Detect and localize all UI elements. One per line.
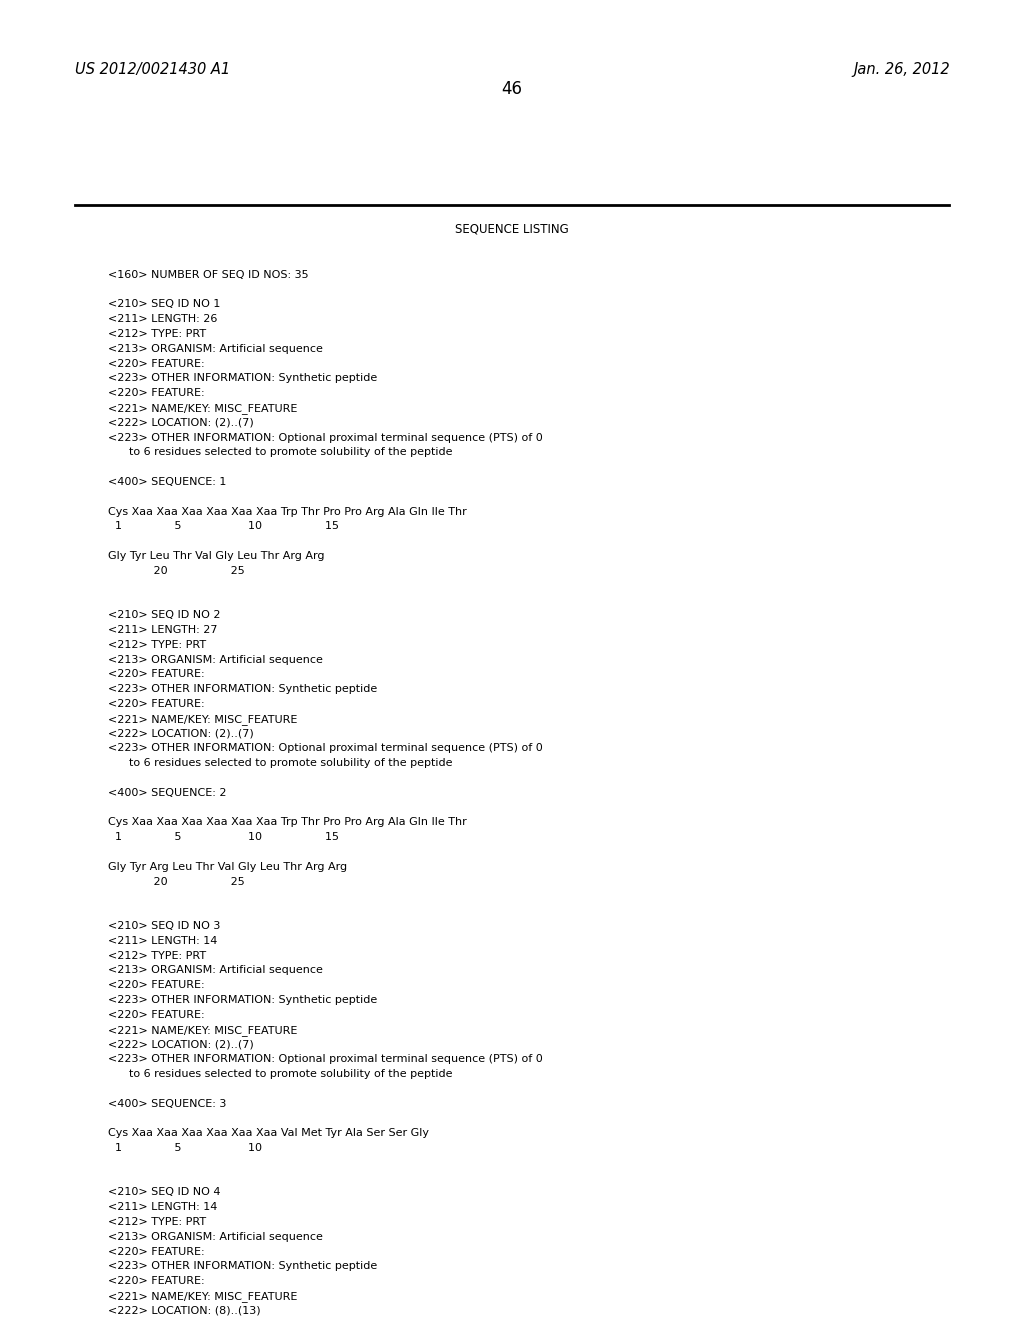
Text: <222> LOCATION: (2)..(7): <222> LOCATION: (2)..(7): [108, 418, 254, 428]
Text: Cys Xaa Xaa Xaa Xaa Xaa Xaa Val Met Tyr Ala Ser Ser Gly: Cys Xaa Xaa Xaa Xaa Xaa Xaa Val Met Tyr …: [108, 1129, 429, 1138]
Text: <211> LENGTH: 14: <211> LENGTH: 14: [108, 1203, 217, 1212]
Text: <220> FEATURE:: <220> FEATURE:: [108, 1010, 205, 1020]
Text: <223> OTHER INFORMATION: Synthetic peptide: <223> OTHER INFORMATION: Synthetic pepti…: [108, 1262, 377, 1271]
Text: <220> FEATURE:: <220> FEATURE:: [108, 359, 205, 368]
Text: 20                  25: 20 25: [108, 876, 245, 887]
Text: <211> LENGTH: 14: <211> LENGTH: 14: [108, 936, 217, 946]
Text: <223> OTHER INFORMATION: Optional proximal terminal sequence (PTS) of 0: <223> OTHER INFORMATION: Optional proxim…: [108, 743, 543, 754]
Text: <211> LENGTH: 27: <211> LENGTH: 27: [108, 624, 217, 635]
Text: 20                  25: 20 25: [108, 566, 245, 576]
Text: <222> LOCATION: (2)..(7): <222> LOCATION: (2)..(7): [108, 729, 254, 739]
Text: Gly Tyr Leu Thr Val Gly Leu Thr Arg Arg: Gly Tyr Leu Thr Val Gly Leu Thr Arg Arg: [108, 550, 325, 561]
Text: SEQUENCE LISTING: SEQUENCE LISTING: [455, 222, 569, 235]
Text: 46: 46: [502, 81, 522, 98]
Text: <213> ORGANISM: Artificial sequence: <213> ORGANISM: Artificial sequence: [108, 343, 323, 354]
Text: <211> LENGTH: 26: <211> LENGTH: 26: [108, 314, 217, 325]
Text: <400> SEQUENCE: 2: <400> SEQUENCE: 2: [108, 788, 226, 797]
Text: Cys Xaa Xaa Xaa Xaa Xaa Xaa Trp Thr Pro Pro Arg Ala Gln Ile Thr: Cys Xaa Xaa Xaa Xaa Xaa Xaa Trp Thr Pro …: [108, 817, 467, 828]
Text: <221> NAME/KEY: MISC_FEATURE: <221> NAME/KEY: MISC_FEATURE: [108, 714, 297, 725]
Text: <220> FEATURE:: <220> FEATURE:: [108, 669, 205, 680]
Text: to 6 residues selected to promote solubility of the peptide: to 6 residues selected to promote solubi…: [108, 758, 453, 768]
Text: <221> NAME/KEY: MISC_FEATURE: <221> NAME/KEY: MISC_FEATURE: [108, 1024, 297, 1035]
Text: <212> TYPE: PRT: <212> TYPE: PRT: [108, 329, 206, 339]
Text: <220> FEATURE:: <220> FEATURE:: [108, 981, 205, 990]
Text: <220> FEATURE:: <220> FEATURE:: [108, 1246, 205, 1257]
Text: <213> ORGANISM: Artificial sequence: <213> ORGANISM: Artificial sequence: [108, 965, 323, 975]
Text: <222> LOCATION: (8)..(13): <222> LOCATION: (8)..(13): [108, 1305, 261, 1316]
Text: <210> SEQ ID NO 1: <210> SEQ ID NO 1: [108, 300, 220, 309]
Text: <213> ORGANISM: Artificial sequence: <213> ORGANISM: Artificial sequence: [108, 655, 323, 664]
Text: <223> OTHER INFORMATION: Optional proximal terminal sequence (PTS) of 0: <223> OTHER INFORMATION: Optional proxim…: [108, 1055, 543, 1064]
Text: Jan. 26, 2012: Jan. 26, 2012: [853, 62, 950, 77]
Text: <223> OTHER INFORMATION: Optional proximal terminal sequence (PTS) of 0: <223> OTHER INFORMATION: Optional proxim…: [108, 433, 543, 442]
Text: <160> NUMBER OF SEQ ID NOS: 35: <160> NUMBER OF SEQ ID NOS: 35: [108, 269, 308, 280]
Text: <221> NAME/KEY: MISC_FEATURE: <221> NAME/KEY: MISC_FEATURE: [108, 1291, 297, 1302]
Text: 1               5                   10                  15: 1 5 10 15: [108, 521, 339, 532]
Text: <210> SEQ ID NO 2: <210> SEQ ID NO 2: [108, 610, 220, 620]
Text: <400> SEQUENCE: 1: <400> SEQUENCE: 1: [108, 477, 226, 487]
Text: <400> SEQUENCE: 3: <400> SEQUENCE: 3: [108, 1098, 226, 1109]
Text: <221> NAME/KEY: MISC_FEATURE: <221> NAME/KEY: MISC_FEATURE: [108, 403, 297, 414]
Text: to 6 residues selected to promote solubility of the peptide: to 6 residues selected to promote solubi…: [108, 447, 453, 458]
Text: <223> OTHER INFORMATION: Synthetic peptide: <223> OTHER INFORMATION: Synthetic pepti…: [108, 684, 377, 694]
Text: to 6 residues selected to promote solubility of the peptide: to 6 residues selected to promote solubi…: [108, 1069, 453, 1078]
Text: <223> OTHER INFORMATION: Synthetic peptide: <223> OTHER INFORMATION: Synthetic pepti…: [108, 995, 377, 1005]
Text: <220> FEATURE:: <220> FEATURE:: [108, 700, 205, 709]
Text: <220> FEATURE:: <220> FEATURE:: [108, 388, 205, 399]
Text: <210> SEQ ID NO 4: <210> SEQ ID NO 4: [108, 1188, 220, 1197]
Text: <222> LOCATION: (2)..(7): <222> LOCATION: (2)..(7): [108, 1039, 254, 1049]
Text: US 2012/0021430 A1: US 2012/0021430 A1: [75, 62, 230, 77]
Text: <213> ORGANISM: Artificial sequence: <213> ORGANISM: Artificial sequence: [108, 1232, 323, 1242]
Text: <223> OTHER INFORMATION: Synthetic peptide: <223> OTHER INFORMATION: Synthetic pepti…: [108, 374, 377, 383]
Text: <210> SEQ ID NO 3: <210> SEQ ID NO 3: [108, 921, 220, 931]
Text: Cys Xaa Xaa Xaa Xaa Xaa Xaa Trp Thr Pro Pro Arg Ala Gln Ile Thr: Cys Xaa Xaa Xaa Xaa Xaa Xaa Trp Thr Pro …: [108, 507, 467, 516]
Text: <212> TYPE: PRT: <212> TYPE: PRT: [108, 1217, 206, 1228]
Text: <212> TYPE: PRT: <212> TYPE: PRT: [108, 640, 206, 649]
Text: <212> TYPE: PRT: <212> TYPE: PRT: [108, 950, 206, 961]
Text: Gly Tyr Arg Leu Thr Val Gly Leu Thr Arg Arg: Gly Tyr Arg Leu Thr Val Gly Leu Thr Arg …: [108, 862, 347, 871]
Text: 1               5                   10: 1 5 10: [108, 1143, 262, 1152]
Text: <220> FEATURE:: <220> FEATURE:: [108, 1276, 205, 1286]
Text: 1               5                   10                  15: 1 5 10 15: [108, 832, 339, 842]
